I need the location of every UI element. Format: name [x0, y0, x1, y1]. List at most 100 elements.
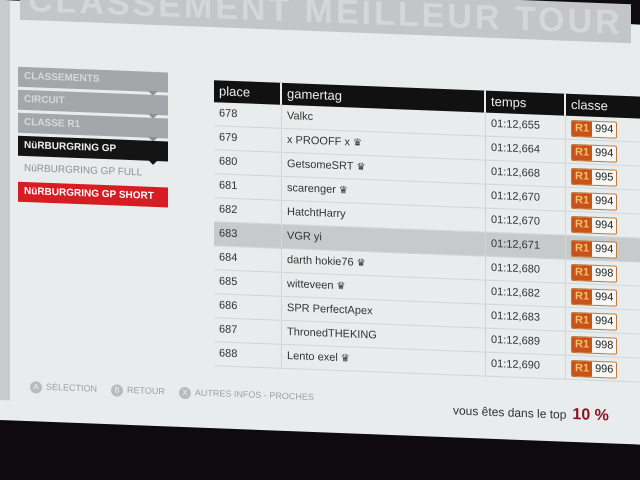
class-badge: R1 998 [571, 335, 618, 355]
class-badge: R1 994 [571, 143, 618, 163]
class-badge: R1 994 [571, 311, 618, 331]
class-badge: R1 994 [571, 239, 618, 259]
cell-classe: R1 994 [566, 283, 640, 310]
hint-select[interactable]: A SÉLECTION [30, 381, 97, 396]
top-text: vous êtes dans le top [453, 403, 567, 422]
menu-item-nurburgring-gp[interactable]: NüRBURGRING GP [18, 135, 168, 166]
class-letter: R1 [572, 288, 593, 305]
cell-temps: 01:12,670 [486, 208, 566, 235]
gamertag: VGR yi [287, 230, 322, 244]
class-letter: R1 [572, 144, 593, 161]
crown-icon: ♛ [338, 185, 348, 197]
cell-temps: 01:12,680 [486, 256, 566, 283]
hint-label: AUTRES INFOS - PROCHES [194, 387, 314, 403]
class-letter: R1 [572, 216, 593, 233]
pi-value: 994 [592, 145, 617, 162]
gamertag: x PROOFF x [287, 134, 350, 149]
x-button-icon: X [178, 386, 191, 400]
class-letter: R1 [572, 336, 593, 353]
class-letter: R1 [572, 120, 593, 137]
leaderboard-table: place gamertag temps classe 678 Valkc 01:1… [214, 80, 640, 383]
gamertag: Valkc [287, 110, 314, 124]
gamertag: darth hokie76 [287, 254, 354, 269]
pi-value: 994 [592, 289, 617, 306]
cell-classe: R1 998 [566, 331, 640, 358]
menu-item-classements[interactable]: CLASSEMENTS [18, 66, 168, 97]
menu-label: CLASSEMENTS [24, 70, 100, 85]
pi-value: 996 [592, 361, 617, 378]
class-badge: R1 994 [571, 191, 618, 211]
pi-value: 998 [592, 265, 617, 282]
table-body: 678 Valkc 01:12,655 R1 994 679 x PROOFF x ♛ 01:1… [214, 102, 640, 383]
cell-place: 686 [214, 294, 282, 320]
cell-temps: 01:12,655 [486, 112, 566, 139]
cell-place: 679 [214, 126, 282, 152]
menu-item-nurburgring-gp-full[interactable]: NüRBURGRING GP FULL [18, 159, 168, 185]
a-button-icon: A [30, 381, 42, 394]
top-value: 10 % [572, 405, 609, 425]
gamertag: Lento exel [287, 350, 338, 364]
controller-hints: A SÉLECTION B RETOUR X AUTRES INFOS - PROCH… [30, 381, 314, 404]
cell-place: 682 [214, 198, 282, 224]
cell-classe: R1 994 [566, 115, 640, 142]
cell-classe: R1 994 [566, 139, 640, 166]
game-screen: CLASSEMENT MEILLEUR TOUR CLASSEMENTS CIR… [0, 0, 640, 445]
hint-label: SÉLECTION [46, 381, 98, 394]
gamertag: scarenger [287, 182, 336, 196]
cell-classe: R1 994 [566, 187, 640, 214]
cell-classe: R1 996 [566, 355, 640, 382]
cell-place: 680 [214, 150, 282, 176]
breadcrumb-menu: CLASSEMENTS CIRCUIT CLASSE R1 NüRBURGRIN… [18, 66, 168, 211]
screen-edge [0, 0, 10, 401]
class-badge: R1 994 [571, 215, 618, 235]
cell-classe: R1 994 [566, 211, 640, 238]
pi-value: 994 [592, 217, 617, 234]
gamertag: HatchtHarry [287, 206, 346, 221]
menu-label: CLASSE R1 [24, 116, 81, 131]
gamertag: ThronedTHEKING [287, 326, 377, 342]
class-letter: R1 [572, 192, 593, 209]
cell-place: 685 [214, 270, 282, 296]
cell-temps: 01:12,671 [486, 232, 566, 259]
hint-more-info[interactable]: X AUTRES INFOS - PROCHES [178, 386, 314, 404]
column-header-classe: classe [566, 93, 640, 119]
cell-place: 683 [214, 222, 282, 248]
gamertag: witteveen [287, 278, 334, 292]
cell-temps: 01:12,670 [486, 184, 566, 211]
pi-value: 998 [592, 337, 617, 354]
page-title: CLASSEMENT MEILLEUR TOUR [20, 0, 631, 44]
cell-temps: 01:12,668 [486, 160, 566, 187]
class-letter: R1 [572, 360, 593, 377]
cell-temps: 01:12,664 [486, 136, 566, 163]
hint-back[interactable]: B RETOUR [111, 384, 165, 398]
class-letter: R1 [572, 312, 593, 329]
hint-label: RETOUR [127, 384, 165, 397]
menu-item-circuit[interactable]: CIRCUIT [18, 89, 168, 120]
menu-item-classe-r1[interactable]: CLASSE R1 [18, 112, 168, 143]
pi-value: 994 [592, 193, 617, 210]
cell-place: 688 [214, 342, 282, 368]
menu-label: CIRCUIT [24, 93, 65, 107]
cell-temps: 01:12,689 [486, 328, 566, 355]
class-badge: R1 996 [571, 359, 618, 379]
cell-classe: R1 994 [566, 307, 640, 334]
cell-temps: 01:12,682 [486, 280, 566, 307]
menu-label: NüRBURGRING GP FULL [24, 162, 143, 179]
cell-temps: 01:12,683 [486, 304, 566, 331]
pi-value: 994 [592, 241, 617, 258]
crown-icon: ♛ [340, 353, 350, 365]
crown-icon: ♛ [336, 280, 346, 293]
crown-icon: ♛ [356, 161, 366, 174]
class-badge: R1 994 [571, 119, 618, 139]
pi-value: 995 [592, 169, 617, 186]
menu-label: NüRBURGRING GP [24, 139, 117, 155]
column-header-temps: temps [486, 90, 566, 116]
menu-label: NüRBURGRING GP SHORT [24, 185, 154, 202]
class-letter: R1 [572, 264, 593, 281]
cell-place: 681 [214, 174, 282, 200]
column-header-place: place [214, 80, 282, 105]
crown-icon: ♛ [352, 137, 362, 149]
pi-value: 994 [592, 313, 617, 330]
gamertag: SPR PerfectApex [287, 302, 373, 318]
menu-item-nurburgring-gp-short[interactable]: NüRBURGRING GP SHORT [18, 181, 168, 208]
